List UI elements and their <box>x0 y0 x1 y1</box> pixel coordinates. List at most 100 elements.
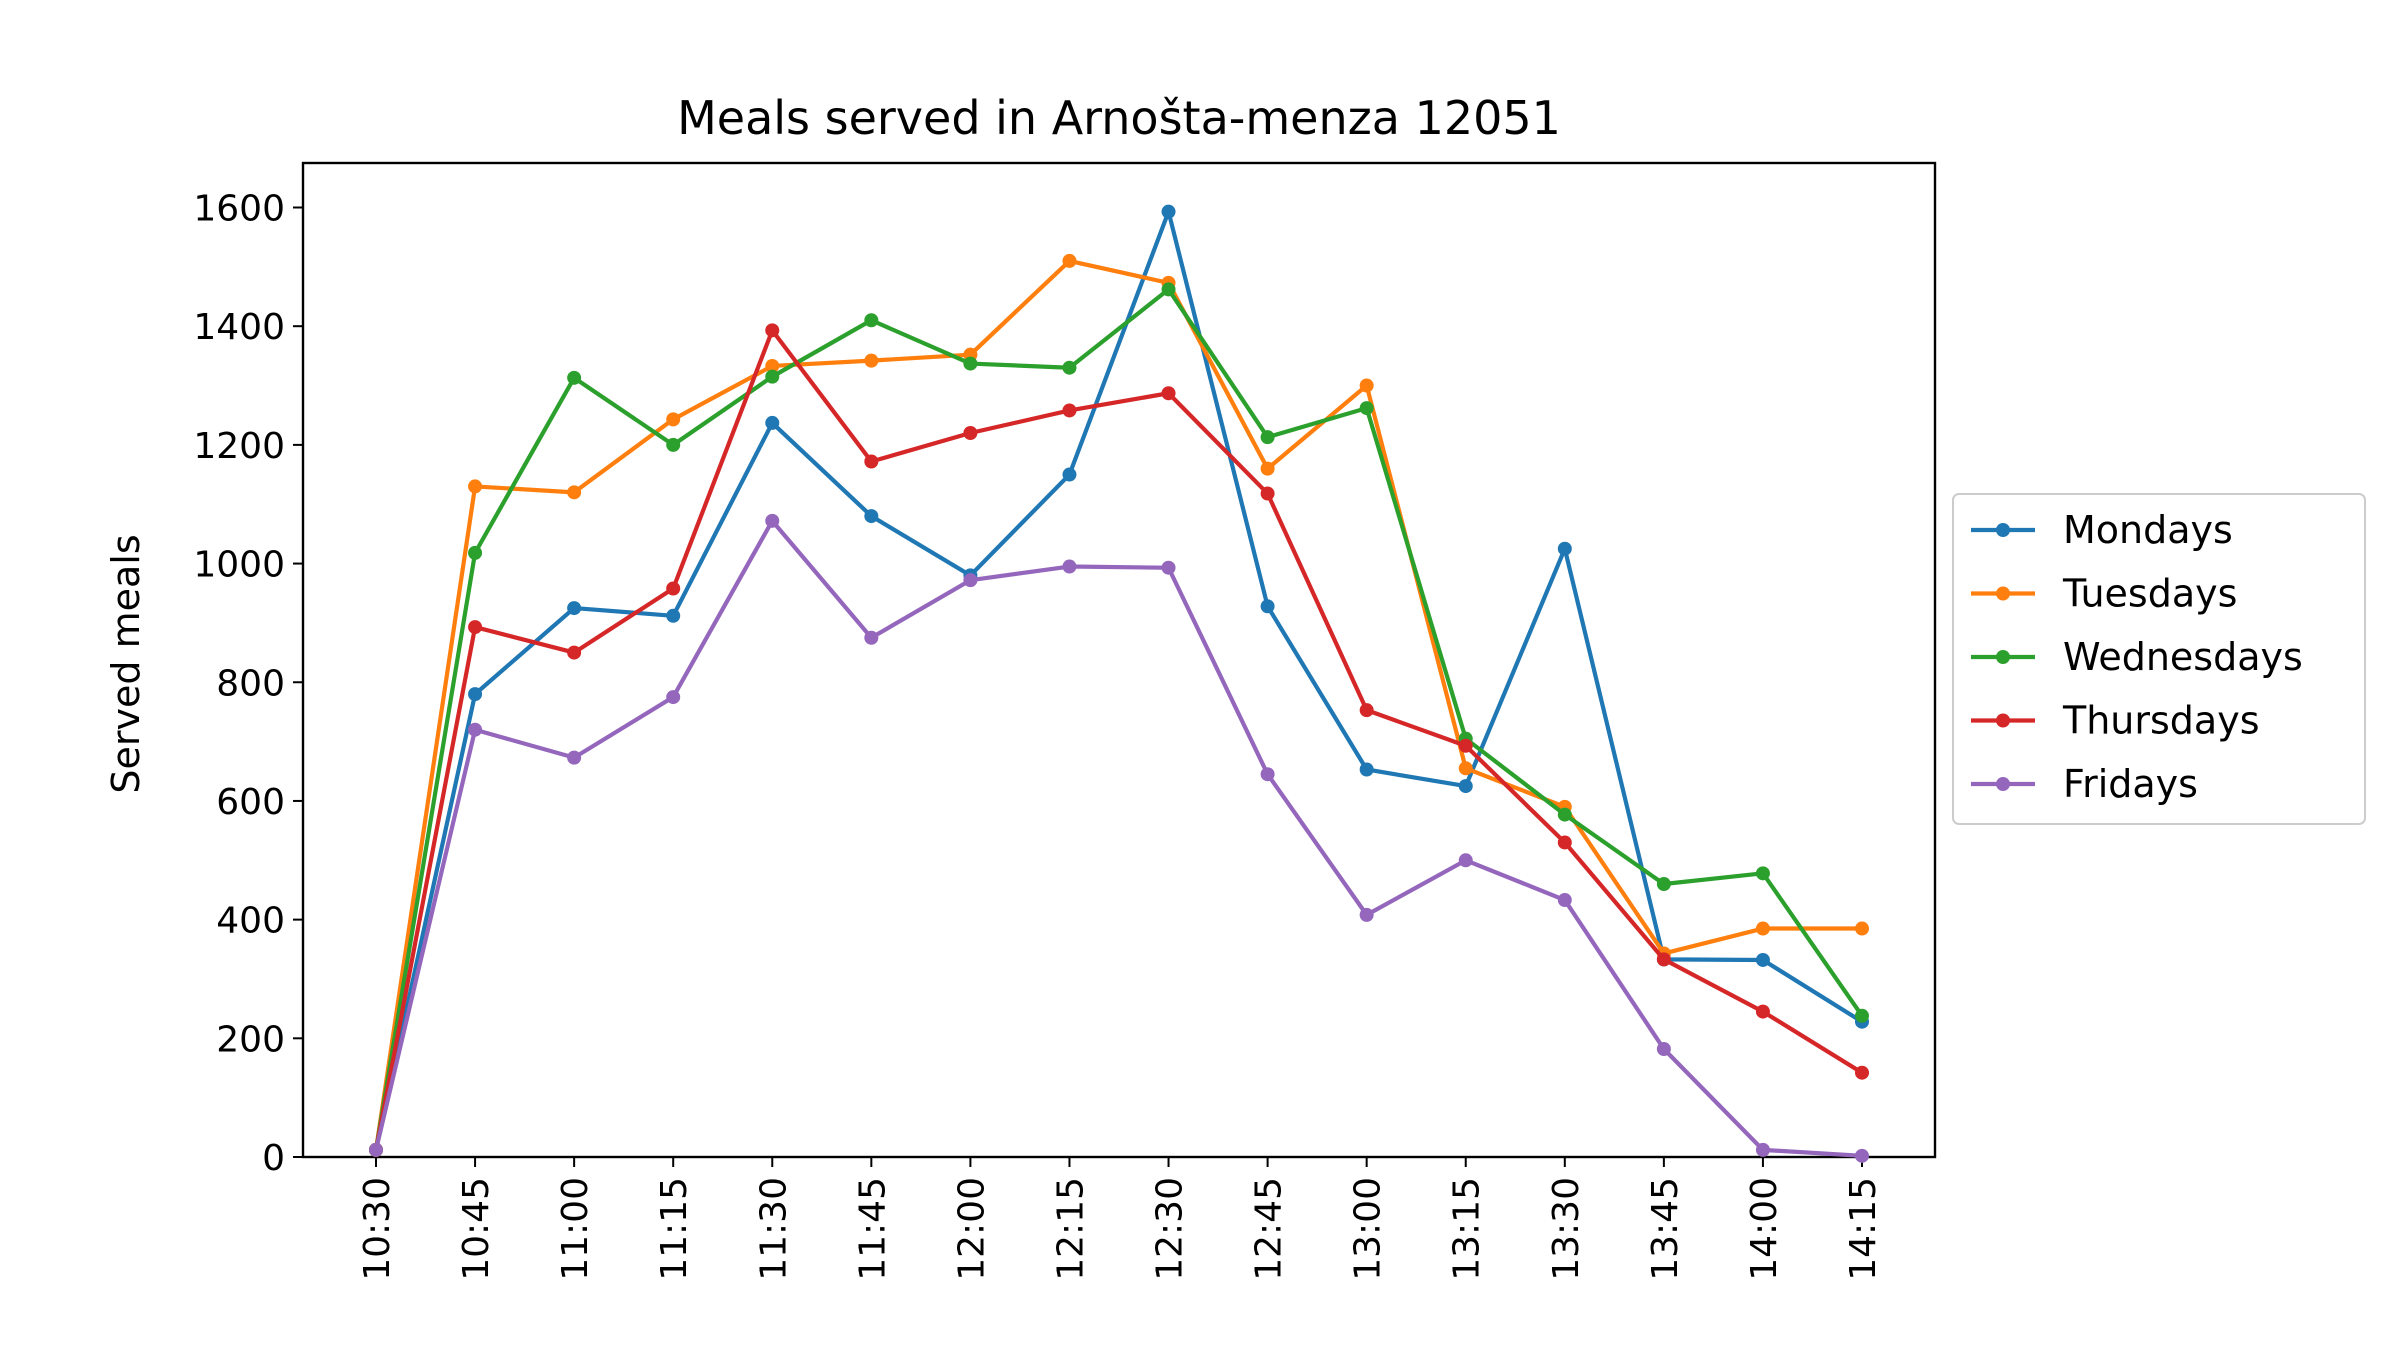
data-point <box>1855 1148 1869 1163</box>
x-tick-label: 10:30 <box>357 1177 398 1281</box>
y-tick-label: 1600 <box>193 189 285 230</box>
data-point <box>963 573 978 588</box>
data-point <box>1359 401 1374 416</box>
data-point <box>1062 559 1077 574</box>
data-point <box>1161 204 1176 219</box>
data-point <box>1458 738 1473 753</box>
x-tick-label: 11:00 <box>555 1177 596 1281</box>
x-tick-label: 12:30 <box>1150 1177 1191 1281</box>
data-point <box>567 485 582 500</box>
y-tick-label: 600 <box>216 782 285 823</box>
x-tick-label: 13:15 <box>1447 1177 1488 1281</box>
x-tick-label: 12:45 <box>1249 1177 1290 1281</box>
data-point <box>1656 877 1671 892</box>
series-line <box>373 209 1865 1153</box>
data-point <box>1755 1142 1770 1157</box>
legend-label: Fridays <box>2063 762 2198 806</box>
data-point <box>765 513 780 528</box>
data-point <box>1458 761 1473 776</box>
data-point <box>765 323 780 338</box>
data-point <box>1359 762 1374 777</box>
data-point <box>666 690 681 705</box>
x-tick-label: 13:00 <box>1348 1177 1389 1281</box>
data-point <box>666 581 681 596</box>
chart-title: Meals served in Arnošta-menza 12051 <box>677 91 1561 145</box>
data-point <box>1359 907 1374 922</box>
legend-marker <box>1996 586 2010 601</box>
data-point <box>468 722 483 737</box>
x-tick-label: 13:45 <box>1645 1177 1686 1281</box>
data-point <box>1755 866 1770 881</box>
data-point <box>567 370 582 385</box>
y-tick-label: 1000 <box>193 545 285 586</box>
data-point <box>1855 1065 1869 1080</box>
legend-entry: Wednesdays <box>1971 635 2303 679</box>
data-point <box>963 426 978 441</box>
data-point <box>468 479 483 494</box>
data-point <box>1062 403 1077 418</box>
data-point <box>765 358 780 373</box>
data-point <box>864 454 879 469</box>
data-point <box>1656 1041 1671 1056</box>
data-point <box>963 356 978 371</box>
data-point <box>1755 921 1770 936</box>
legend-label: Wednesdays <box>2063 635 2303 679</box>
plot-area: 0 200 400 600 800 1000 1200 1400 1600 10:30 10:45 1… <box>193 161 1937 1281</box>
data-point <box>1260 599 1275 614</box>
data-point <box>1062 253 1077 268</box>
data-point <box>1161 282 1176 297</box>
data-point <box>468 620 483 635</box>
series-fridays <box>369 513 1869 1163</box>
data-point <box>369 1142 383 1157</box>
data-point <box>1260 430 1275 445</box>
data-point <box>1855 1008 1869 1023</box>
x-tick-label: 10:45 <box>456 1177 497 1281</box>
y-tick-label: 1400 <box>193 307 285 348</box>
y-tick-label: 800 <box>216 663 285 704</box>
x-tick-label: 12:00 <box>951 1177 992 1281</box>
data-point <box>1062 467 1077 482</box>
data-point <box>1557 807 1572 822</box>
legend-marker <box>1996 523 2010 537</box>
x-tick-label: 14:00 <box>1744 1177 1785 1281</box>
data-point <box>864 630 879 645</box>
data-point <box>765 369 780 384</box>
data-point <box>1458 779 1473 794</box>
data-point <box>1260 461 1275 476</box>
series-wednesdays <box>369 282 1869 1157</box>
x-tick-label: 13:30 <box>1546 1177 1587 1281</box>
data-point <box>1557 541 1572 556</box>
series-line <box>373 287 1865 1153</box>
legend-label: Mondays <box>2063 508 2233 552</box>
data-point <box>666 412 681 427</box>
y-axis-label: Served meals <box>104 534 148 793</box>
y-tick-label: 400 <box>216 901 285 942</box>
x-tick-label: 12:15 <box>1050 1177 1091 1281</box>
data-point <box>1656 952 1671 967</box>
series-line <box>373 328 1865 1153</box>
y-tick-label: 0 <box>262 1138 285 1179</box>
data-point <box>765 415 780 430</box>
data-point <box>567 601 582 616</box>
data-point <box>567 750 582 765</box>
data-point <box>1062 360 1077 375</box>
x-tick-label: 14:15 <box>1843 1177 1884 1281</box>
data-point <box>1161 560 1176 575</box>
y-tick-label: 1200 <box>193 426 285 467</box>
data-point <box>666 608 681 623</box>
data-point <box>1755 1004 1770 1019</box>
data-point <box>864 313 879 328</box>
data-point <box>1260 767 1275 782</box>
data-point <box>468 687 483 702</box>
data-point <box>1557 835 1572 850</box>
series-line <box>373 518 1865 1159</box>
legend-marker <box>1996 777 2010 791</box>
legend-entry: Mondays <box>1971 508 2233 552</box>
x-tick-label: 11:30 <box>753 1177 794 1281</box>
y-tick-label: 200 <box>216 1019 285 1060</box>
data-point <box>1855 921 1869 936</box>
legend-frame <box>1952 493 2366 825</box>
x-tick-label: 11:15 <box>654 1177 695 1281</box>
